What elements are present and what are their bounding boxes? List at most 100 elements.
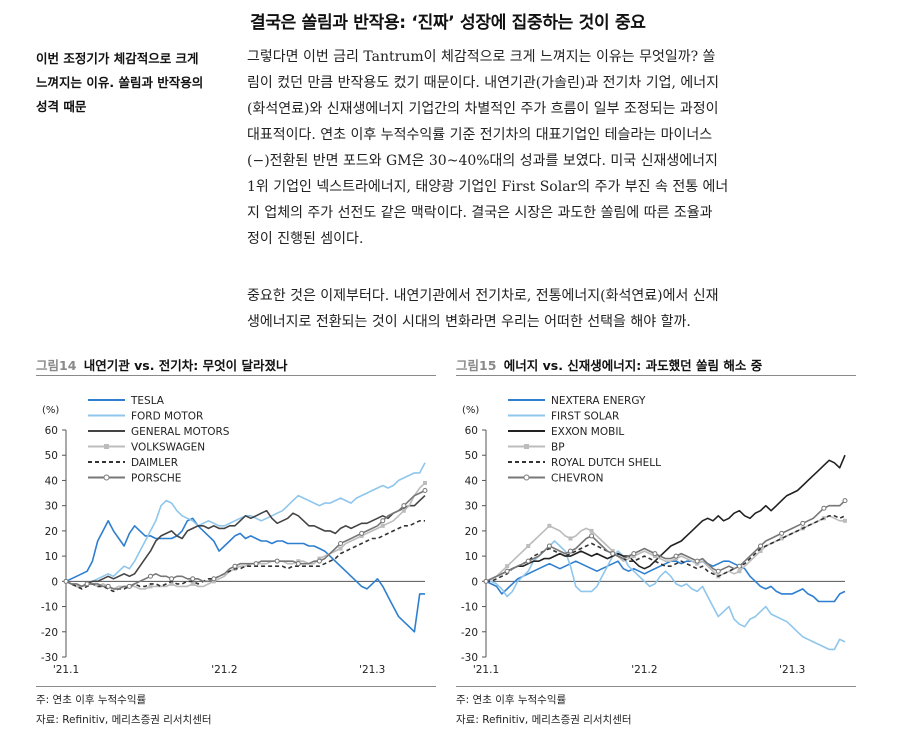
- y-tick-label: 50: [45, 450, 58, 462]
- figure-14-note: 주: 연초 이후 누적수익률: [36, 694, 147, 706]
- page-title: 결국은 쏠림과 반작용: ‘진짜’ 성장에 집중하는 것이 중요: [250, 13, 646, 33]
- series-marker: [779, 536, 784, 541]
- x-tick-label: '21.1: [53, 664, 79, 676]
- series-marker: [610, 551, 616, 557]
- y-tick-label: -10: [41, 602, 58, 614]
- paragraph-line: 생에너지로 전환되는 것이 시대의 변화라면 우리는 어떠한 선택을 해야 할까…: [247, 314, 691, 330]
- paragraph-2: 중요한 것은 이제부터다. 내연기관에서 전기차로, 전통에너지(화석연료)에서…: [247, 283, 847, 335]
- series-marker: [504, 568, 510, 574]
- series-marker: [673, 553, 679, 559]
- y-tick-label: 30: [45, 501, 58, 513]
- series-marker: [147, 573, 153, 579]
- series-marker: [589, 533, 595, 539]
- series-marker: [296, 559, 301, 564]
- series-line-first-solar: [486, 540, 846, 651]
- series-marker: [546, 543, 552, 549]
- figure-15-note: 주: 연초 이후 누적수익률: [456, 694, 567, 706]
- series-marker: [547, 523, 552, 528]
- series-line-exxon-mobil: [485, 454, 846, 583]
- paragraph-line: 그렇다면 이번 금리 Tantrum이 체감적으로 크게 느껴지는 이유는 무엇…: [247, 49, 716, 65]
- series-line-daimler: [65, 520, 425, 593]
- sidebar-line: 성격 때문: [36, 99, 87, 114]
- series-marker: [211, 579, 216, 584]
- series-marker: [800, 520, 806, 526]
- series-marker: [232, 563, 238, 569]
- paragraph-line: 중요한 것은 이제부터다. 내연기관에서 전기차로, 전통에너지(화석연료)에서…: [247, 288, 719, 304]
- y-tick-label: -30: [41, 652, 58, 664]
- y-tick-label: 10: [45, 551, 58, 563]
- series-marker: [652, 551, 658, 557]
- series-marker: [631, 551, 637, 557]
- legend-label: TESLA: [130, 395, 165, 407]
- series-marker: [674, 556, 679, 561]
- series-marker: [483, 578, 489, 584]
- series-marker: [567, 548, 573, 554]
- series-marker: [148, 584, 153, 589]
- sidebar-line: 이번 조정기가 체감적으로 크게: [36, 51, 199, 66]
- series-marker: [126, 583, 132, 589]
- figure-title: 에너지 vs. 신재생에너지: 과도했던 쏠림 해소 중: [503, 358, 763, 373]
- y-tick-label: 50: [465, 450, 478, 462]
- paragraph-line: 1위 기업인 넥스트라에너지, 태양광 기업인 First Solar의 주가 …: [247, 179, 729, 195]
- legend-marker: [523, 474, 530, 481]
- paragraph-line: 지 업체의 주가 선전도 같은 맥락이다. 결국은 시장은 과도한 쏠림에 따른…: [247, 205, 713, 221]
- y-tick-label: 10: [465, 551, 478, 563]
- series-marker: [190, 581, 195, 586]
- series-marker: [359, 533, 364, 538]
- legend-label: GENERAL MOTORS: [131, 426, 230, 438]
- figure-14-source: 자료: Refinitiv, 메리츠증권 리서치센터: [36, 714, 212, 726]
- x-tick-label: '21.1: [473, 664, 499, 676]
- figure-14-header: 그림14 내연기관 vs. 전기차: 무엇이 달라졌나: [36, 355, 436, 376]
- figure-number: 그림15: [456, 358, 497, 373]
- legend-label: VOLKSWAGEN: [131, 442, 205, 454]
- series-marker: [317, 556, 322, 561]
- series-line-chevron: [485, 500, 846, 583]
- y-axis-unit-label: (%): [462, 405, 479, 416]
- paragraph-line: 림이 컸던 만큼 반작용도 컸기 때문이다. 내연기관(가솔린)과 전기차 기업…: [247, 75, 720, 91]
- series-marker: [715, 568, 721, 574]
- y-tick-label: 40: [465, 475, 478, 487]
- y-tick-label: -20: [41, 627, 58, 639]
- series-marker: [295, 561, 301, 567]
- series-marker: [589, 528, 594, 533]
- y-axis-unit-label: (%): [42, 405, 59, 416]
- x-tick-label: '21.2: [211, 664, 237, 676]
- legend-label: ROYAL DUTCH SHELL: [551, 457, 661, 469]
- legend-marker: [104, 444, 109, 449]
- series-marker: [211, 576, 217, 582]
- series-marker: [568, 536, 573, 541]
- y-tick-label: 30: [465, 501, 478, 513]
- paragraph-line: 대표적이다. 연초 이후 누적수익률 기준 전기차의 대표기업인 테슬라는 마이…: [247, 127, 713, 143]
- legend-label: EXXON MOBIL: [551, 426, 624, 438]
- series-marker: [695, 561, 700, 566]
- series-line-nextera-energy: [485, 560, 846, 603]
- series-marker: [843, 518, 847, 523]
- series-line-royal-dutch-shell: [486, 515, 846, 583]
- series-marker: [422, 488, 428, 494]
- series-marker: [190, 576, 196, 582]
- series-marker: [842, 498, 848, 504]
- legend-label: FIRST SOLAR: [551, 411, 619, 423]
- series-marker: [169, 576, 175, 582]
- y-tick-label: -20: [461, 627, 478, 639]
- series-marker: [169, 581, 174, 586]
- legend-label: CHEVRON: [551, 473, 603, 485]
- legend-marker: [103, 474, 110, 481]
- series-marker: [274, 558, 280, 564]
- paragraph-line: 정이 진행된 셈이다.: [247, 231, 364, 247]
- series-line-general-motors: [65, 495, 426, 588]
- series-marker: [380, 523, 385, 528]
- series-marker: [505, 564, 510, 569]
- figure-number: 그림14: [36, 358, 77, 373]
- paragraph-1: 그렇다면 이번 금리 Tantrum이 체감적으로 크게 느껴지는 이유는 무엇…: [247, 44, 847, 252]
- figure-15-header: 그림15 에너지 vs. 신재생에너지: 과도했던 쏠림 해소 중: [456, 355, 856, 376]
- figure-15-divider: [456, 686, 856, 687]
- series-marker: [652, 554, 657, 559]
- series-marker: [758, 543, 764, 549]
- series-marker: [526, 544, 531, 549]
- x-tick-label: '21.2: [631, 664, 657, 676]
- legend-marker: [524, 444, 529, 449]
- legend-label: FORD MOTOR: [131, 411, 203, 423]
- chart-energy-vs-renewable: (%) -30 -20 -10 0 10 20 30 40 50 60 '21.1 '21.2 '21.3…: [461, 395, 848, 676]
- figure-15-source: 자료: Refinitiv, 메리츠증권 리서치센터: [456, 714, 632, 726]
